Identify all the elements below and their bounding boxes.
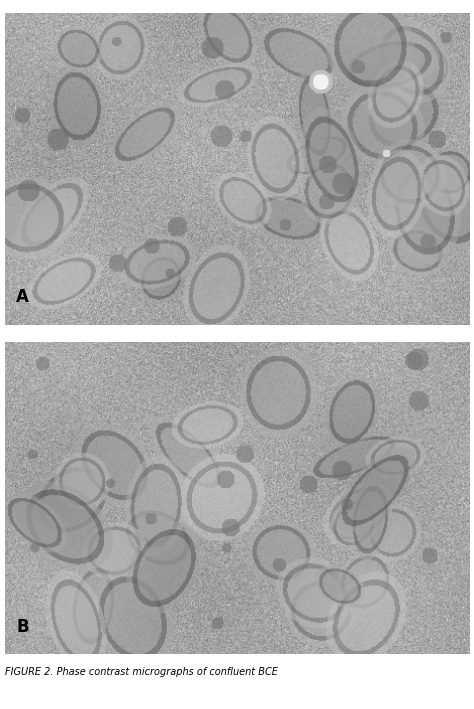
Text: B: B <box>16 618 29 636</box>
Text: FIGURE 2. Phase contrast micrographs of confluent BCE: FIGURE 2. Phase contrast micrographs of … <box>5 666 278 677</box>
Text: A: A <box>16 288 29 306</box>
